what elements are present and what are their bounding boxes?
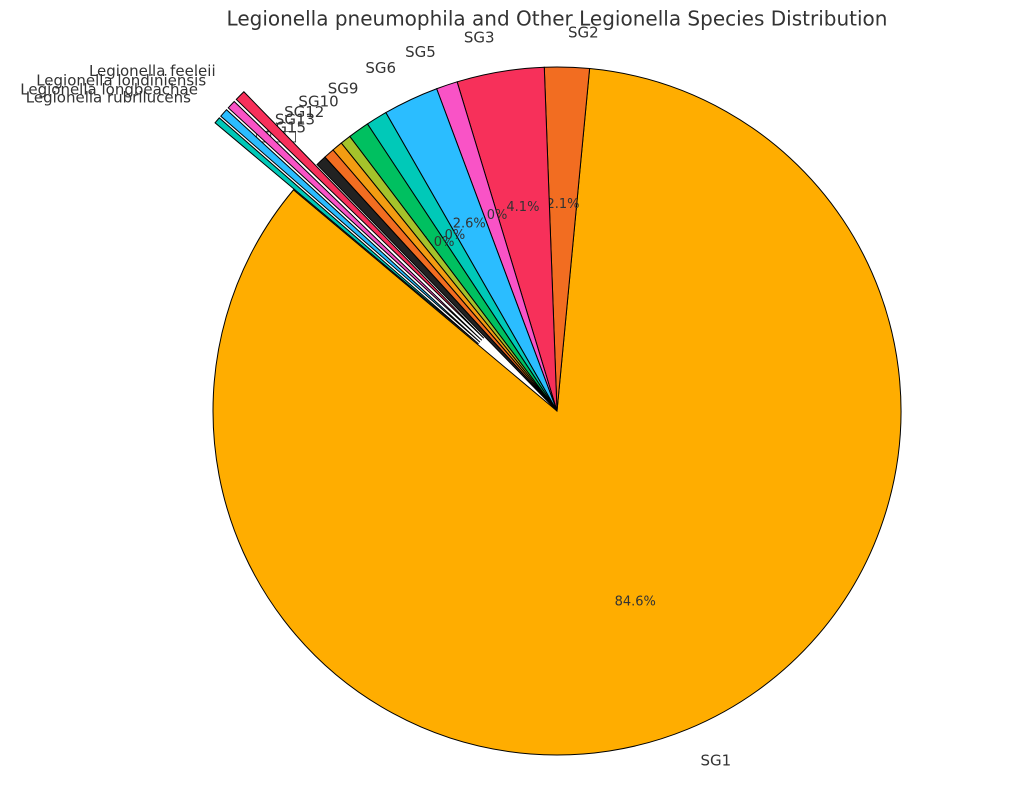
percent-label: 4.1% bbox=[506, 200, 539, 215]
slice-label: Legionella londiniensis bbox=[36, 72, 206, 90]
slice-label: SG2 bbox=[568, 23, 599, 41]
pie-slice bbox=[212, 68, 902, 756]
pie-slice bbox=[227, 100, 483, 341]
slice-label: Legionella feeleii bbox=[89, 62, 216, 80]
pie-slice bbox=[214, 117, 479, 345]
slice-label: SG3 bbox=[464, 28, 495, 46]
percent-label: 2.6% bbox=[453, 217, 486, 232]
pie-slice bbox=[220, 109, 481, 343]
percent-label: 2.1% bbox=[546, 197, 579, 212]
slice-label: SG13 bbox=[275, 111, 315, 129]
chart-title: Legionella pneumophila and Other Legione… bbox=[227, 7, 888, 31]
slice-label: SG6 bbox=[365, 59, 396, 77]
slice-label: Legionella rubrilucens bbox=[26, 88, 191, 106]
slice-label: SG1 bbox=[700, 752, 731, 770]
slice-label: Legionella longbeachae bbox=[20, 80, 198, 98]
slice-label: SG12 bbox=[284, 103, 324, 121]
slice-label: SG9 bbox=[328, 79, 359, 97]
pie-slice bbox=[316, 156, 558, 412]
percent-label: 84.6% bbox=[615, 594, 656, 609]
slice-label: SG10 bbox=[298, 92, 338, 110]
pie-slice bbox=[235, 91, 485, 339]
slice-label: SG5 bbox=[405, 43, 436, 61]
